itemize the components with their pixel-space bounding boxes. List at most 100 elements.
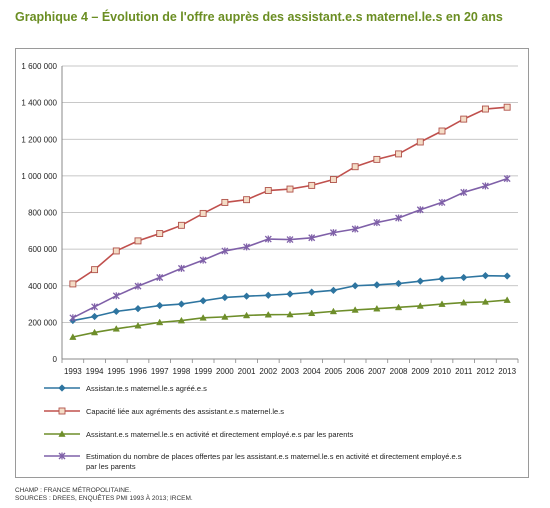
y-tick-label: 800 000	[28, 209, 57, 218]
x-tick-label: 1997	[151, 367, 169, 376]
legend-label: Capacité liée aux agréments des assistan…	[86, 407, 284, 416]
series-4-point	[112, 292, 120, 300]
legend-label: par les parents	[86, 462, 136, 471]
x-tick-label: 1993	[64, 367, 82, 376]
x-tick-label: 2000	[216, 367, 234, 376]
series-2-point	[264, 187, 272, 194]
series-2-point	[156, 230, 164, 238]
x-tick-label: 2007	[368, 367, 386, 376]
series-2-point	[416, 138, 424, 146]
series-1-point	[308, 288, 316, 296]
x-tick-label: 2006	[346, 367, 364, 376]
series-1-point	[242, 292, 251, 300]
series-2-point	[286, 185, 294, 193]
series-4-point	[177, 264, 185, 272]
chart-frame	[15, 48, 529, 478]
series-4-point	[503, 175, 511, 183]
series-2-point	[460, 115, 468, 123]
legend-marker	[58, 407, 66, 415]
series-4-point	[416, 206, 424, 214]
series-1-point	[134, 305, 142, 313]
series-1-point	[460, 273, 468, 282]
series-1-point	[503, 272, 511, 280]
series-2-point	[177, 221, 185, 229]
x-tick-label: 2013	[498, 367, 516, 376]
series-3-point	[351, 306, 359, 313]
series-4-point	[199, 256, 207, 264]
series-3-point	[394, 303, 403, 311]
series-4-point	[329, 229, 337, 237]
series-1-point	[112, 307, 120, 316]
series-2-point	[438, 127, 446, 135]
series-3-point	[242, 311, 251, 319]
x-tick-label: 1998	[173, 367, 191, 376]
series-1-point	[351, 282, 359, 290]
x-tick-label: 2001	[238, 367, 256, 376]
y-tick-label: 0	[53, 355, 58, 364]
champ-note: CHAMP : FRANCE MÉTROPOLITAINE.	[15, 487, 132, 494]
series-4-point	[351, 225, 359, 233]
series-2-point	[91, 266, 99, 274]
series-3-point	[221, 313, 229, 320]
series-1-point	[90, 312, 99, 321]
y-tick-label: 1 600 000	[21, 62, 57, 71]
series-2-point	[351, 163, 359, 171]
series-1-point	[199, 297, 207, 305]
series-4-point	[69, 314, 77, 322]
series-4-point	[286, 236, 294, 244]
sources-note: SOURCES : DREES, ENQUÊTES PMI 1993 À 201…	[15, 495, 193, 502]
series-4-point	[243, 243, 251, 251]
series-3-point	[438, 300, 446, 307]
series-3-point	[286, 310, 294, 318]
series-2-point	[199, 209, 207, 217]
y-tick-label: 1 400 000	[21, 99, 57, 108]
x-tick-label: 1999	[194, 367, 212, 376]
x-tick-label: 2004	[303, 367, 321, 376]
series-1-point	[177, 300, 186, 308]
series-4-point	[221, 247, 229, 255]
series-4-point	[91, 303, 99, 311]
series-1-point	[264, 291, 272, 299]
x-tick-label: 2005	[325, 367, 343, 376]
legend-label: Assistant.e.s maternel.le.s en activité …	[86, 430, 353, 439]
series-2-point	[481, 105, 489, 113]
series-4-point	[481, 182, 489, 190]
series-3-point	[264, 310, 272, 318]
series-2-point	[243, 196, 251, 204]
series-3-point	[481, 298, 490, 305]
series-2-point	[308, 181, 316, 189]
series-1-point	[373, 281, 381, 289]
y-tick-label: 1 000 000	[21, 172, 57, 181]
series-1-point	[156, 301, 164, 310]
series-3-point	[416, 302, 424, 309]
x-tick-label: 2003	[281, 367, 299, 376]
series-2-point	[395, 150, 403, 158]
series-1-point	[329, 286, 338, 294]
source-notes: CHAMP : FRANCE MÉTROPOLITAINE. SOURCES :…	[15, 487, 193, 503]
x-tick-label: 2010	[433, 367, 451, 376]
series-3-point	[112, 325, 120, 332]
series-3-point	[199, 314, 207, 321]
series-1-point	[394, 279, 403, 288]
series-3-point	[308, 309, 316, 317]
y-tick-label: 1 200 000	[21, 135, 57, 144]
series-2-point	[69, 280, 77, 288]
legend-marker	[58, 430, 66, 437]
series-4-point	[395, 214, 403, 222]
series-4-point	[308, 234, 316, 242]
series-3-point	[177, 316, 186, 324]
series-4-point	[134, 282, 142, 290]
legend-marker	[58, 452, 66, 460]
series-3-point	[69, 333, 77, 340]
series-1-point	[438, 275, 446, 283]
legend-label: Assistan.te.s maternel.le.s agréé.e.s	[86, 384, 207, 393]
legend-marker	[58, 384, 66, 392]
line-chart: 0 200 000 400 000 600 000 800 000 1 000 000 1 …	[21, 62, 519, 471]
series-2-point	[503, 103, 511, 111]
series-4-point	[156, 274, 164, 282]
x-tick-label: 2008	[390, 367, 408, 376]
y-tick-label: 200 000	[28, 318, 57, 327]
series-1-point	[221, 293, 229, 302]
x-tick-label: 2011	[455, 367, 473, 376]
series-3-point	[373, 304, 381, 312]
